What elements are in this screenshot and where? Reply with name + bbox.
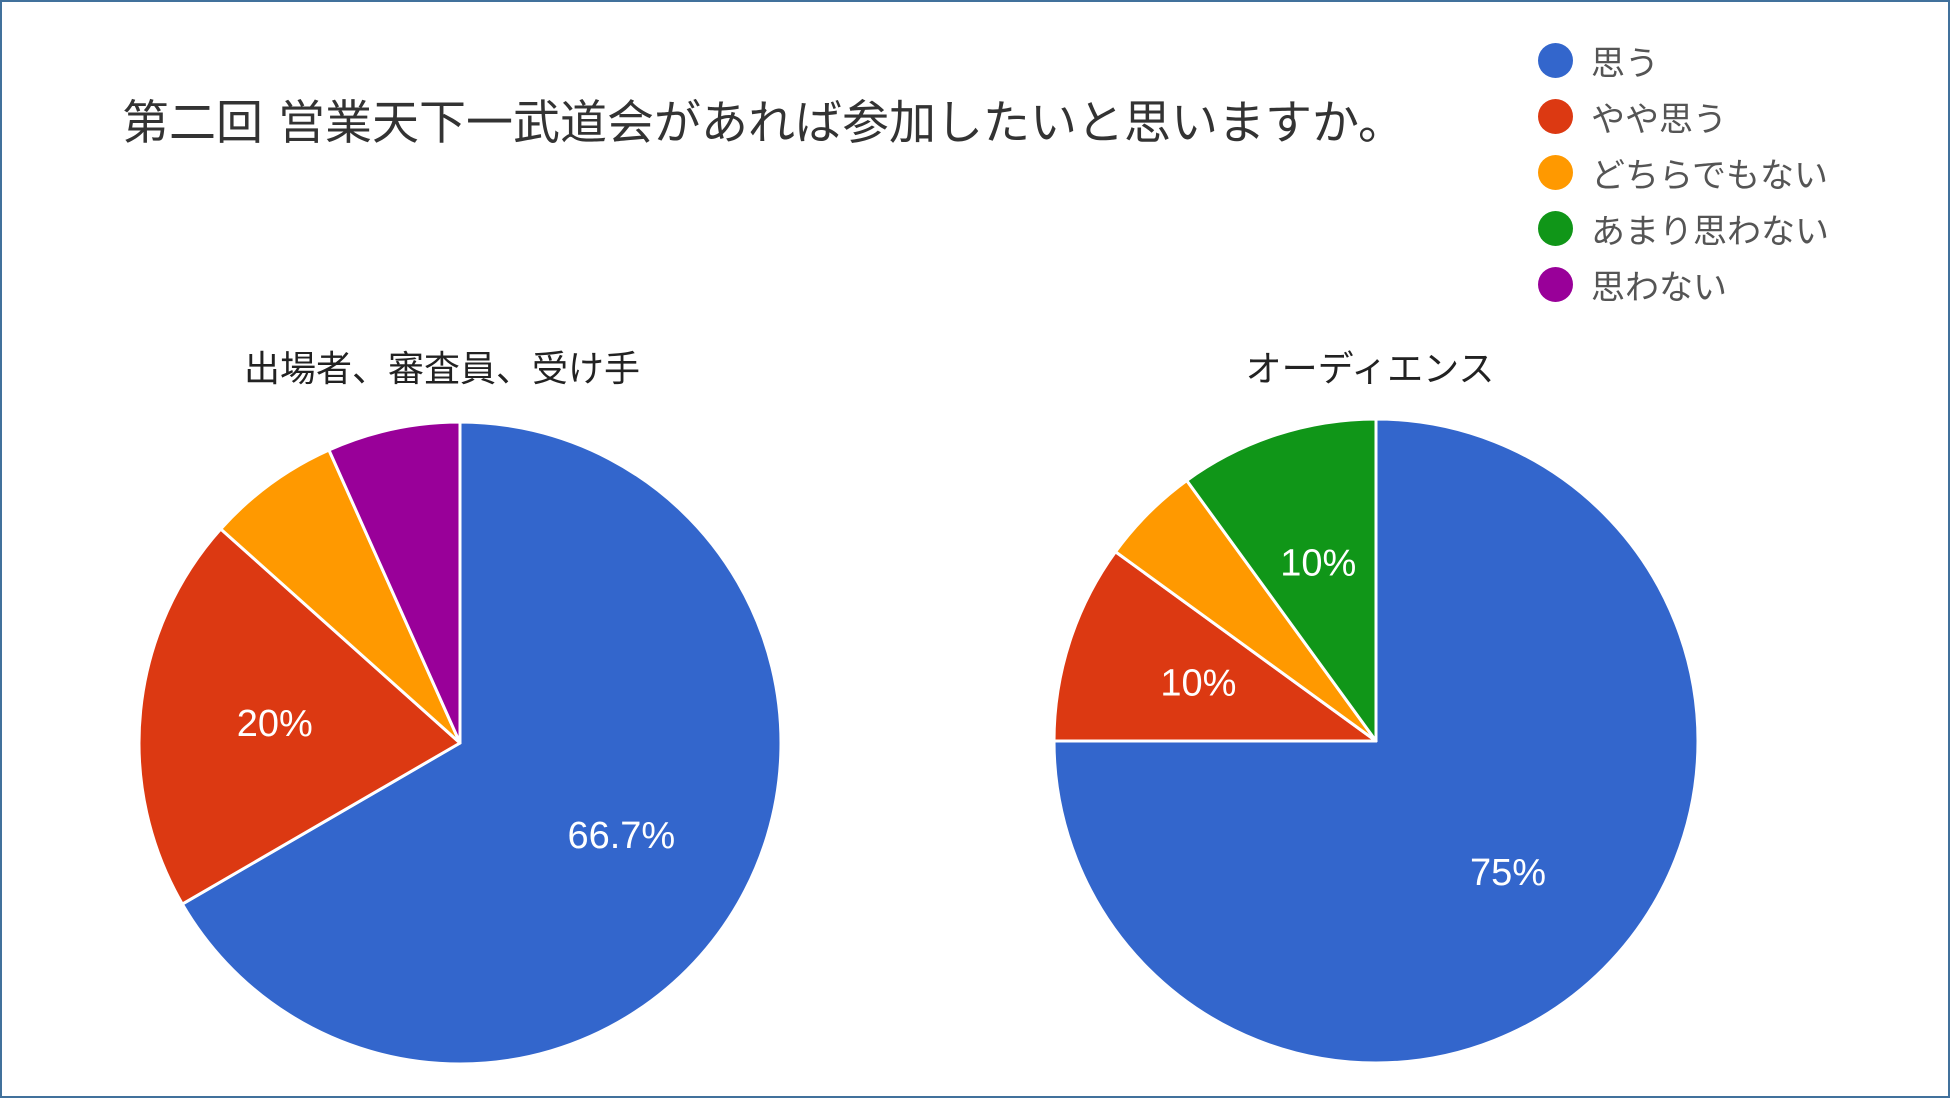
pie-slice bbox=[1052, 550, 1378, 743]
slice-data-label: 20% bbox=[237, 703, 313, 745]
legend-item: 思う bbox=[1538, 32, 1829, 88]
legend: 思う やや思う どちらでもない あまり思わない 思わない bbox=[1538, 32, 1829, 312]
legend-label: どちらでもない bbox=[1591, 155, 1828, 196]
slice-data-label: 10% bbox=[1160, 662, 1236, 704]
pie-slice bbox=[137, 527, 462, 906]
legend-label: あまり思わない bbox=[1591, 211, 1829, 252]
legend-label: 思う bbox=[1591, 43, 1659, 84]
legend-swatch-icon bbox=[1538, 266, 1573, 302]
legend-label: 思わない bbox=[1591, 267, 1727, 308]
slice-data-label: 66.7% bbox=[567, 815, 675, 857]
legend-swatch-icon bbox=[1538, 210, 1573, 246]
pie-slice bbox=[327, 420, 462, 745]
pie-chart-participants: 66.7% 20% bbox=[137, 420, 783, 1066]
legend-swatch-icon bbox=[1538, 42, 1573, 78]
legend-item: やや思う bbox=[1538, 88, 1829, 144]
legend-swatch-icon bbox=[1538, 154, 1573, 190]
slice-data-label: 75% bbox=[1470, 852, 1546, 894]
pie-title-audience: オーディエンス bbox=[1245, 349, 1495, 390]
pie-chart-audience: 75% 10% 10% bbox=[1052, 417, 1700, 1065]
chart-title: 第二回 営業天下一武道会があれば参加したいと思いますか。 bbox=[122, 96, 1405, 151]
pie-slice bbox=[180, 420, 783, 1066]
legend-swatch-icon bbox=[1538, 98, 1573, 134]
legend-item: どちらでもない bbox=[1538, 144, 1829, 200]
pie-slice bbox=[1185, 417, 1378, 743]
legend-item: あまり思わない bbox=[1538, 200, 1829, 256]
slice-data-label: 10% bbox=[1280, 542, 1356, 584]
pie-title-participants: 出場者、審査員、受け手 bbox=[243, 349, 641, 390]
pie-slice bbox=[219, 448, 462, 745]
legend-label: やや思う bbox=[1591, 99, 1727, 140]
legend-item: 思わない bbox=[1538, 256, 1829, 312]
